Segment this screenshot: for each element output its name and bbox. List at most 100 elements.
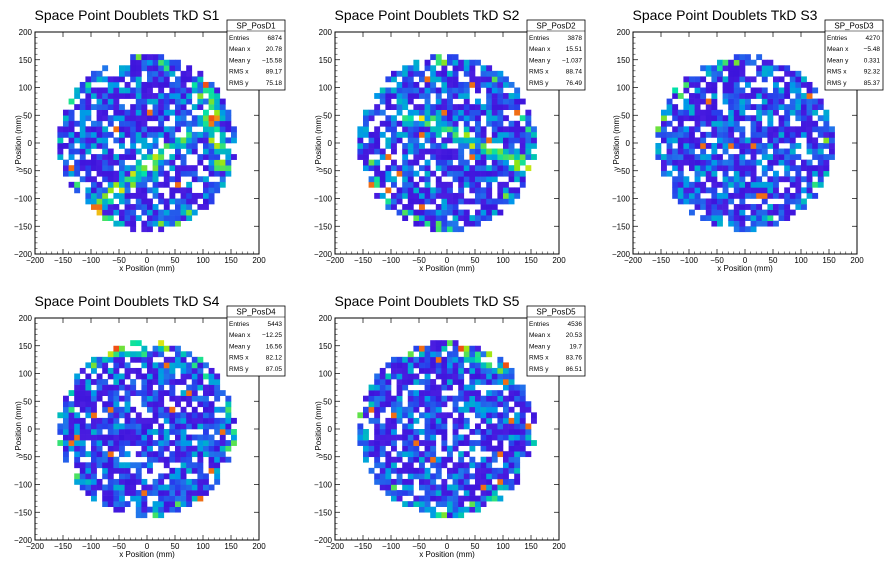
histogram-bin [402, 98, 409, 105]
histogram-bin [169, 70, 176, 77]
histogram-bin [402, 165, 409, 172]
histogram-bin [503, 154, 509, 160]
histogram-bin [368, 143, 375, 149]
histogram-bin [107, 176, 114, 183]
histogram-bin [85, 478, 92, 485]
histogram-bin [85, 126, 92, 133]
histogram-bin [677, 115, 684, 122]
histogram-bin [391, 104, 397, 110]
histogram-bin [661, 109, 667, 116]
histogram-bin [463, 165, 470, 172]
histogram-bin [475, 423, 481, 430]
stats-label: RMS x [529, 69, 549, 76]
histogram-bin [435, 204, 442, 210]
histogram-bin [531, 154, 537, 160]
histogram-bin [789, 198, 796, 205]
histogram-bin [717, 220, 723, 227]
histogram-bin [458, 170, 465, 177]
histogram-bin [475, 115, 481, 122]
histogram-bin [214, 126, 221, 133]
histogram-bin [728, 59, 735, 66]
histogram-bin [385, 76, 392, 83]
histogram-bin [407, 204, 414, 210]
histogram-bin [396, 209, 403, 216]
histogram-bin [197, 423, 204, 430]
histogram-bin [379, 170, 386, 177]
histogram-bin [441, 137, 448, 144]
histogram-bin [357, 126, 364, 133]
histogram-bin [102, 484, 109, 491]
y-tick-label: 200 [19, 314, 33, 323]
histogram-bin [130, 226, 137, 233]
histogram-bin [761, 165, 768, 172]
histogram-bin [419, 115, 425, 122]
histogram-bin [130, 423, 137, 430]
histogram-bin [491, 373, 498, 380]
histogram-bin [113, 98, 120, 105]
histogram-bin [379, 462, 386, 469]
histogram-bin [514, 93, 521, 99]
histogram-bin [91, 423, 97, 430]
histogram-bin [435, 115, 442, 122]
histogram-bin [711, 176, 718, 183]
histogram-bin [147, 490, 153, 496]
y-tick-label: −50 [318, 167, 332, 176]
histogram-bin [74, 401, 81, 408]
histogram-bin [135, 120, 142, 127]
stats-label: RMS y [529, 366, 549, 373]
histogram-bin [424, 356, 431, 363]
histogram-bin [102, 165, 109, 172]
histogram-bin [102, 440, 109, 446]
histogram-bin [458, 81, 465, 88]
histogram-bin [413, 170, 420, 177]
y-tick-label: −100 [14, 481, 33, 490]
histogram-bin [458, 456, 465, 463]
histogram-bin [163, 65, 170, 72]
histogram-bin [469, 484, 476, 491]
histogram-bin [158, 120, 165, 127]
histogram-bin [447, 170, 453, 177]
histogram-bin [385, 384, 392, 391]
histogram-bin [475, 181, 481, 188]
y-tick-label: −150 [314, 508, 333, 517]
histogram-bin [508, 198, 515, 205]
histogram-bin [208, 445, 215, 452]
histogram-bin [475, 406, 481, 413]
histogram-bin [402, 429, 409, 435]
histogram-bin [475, 220, 481, 227]
histogram-bin [419, 109, 425, 116]
histogram-bin [739, 93, 746, 99]
histogram-bin [784, 70, 791, 77]
histogram-bin [447, 154, 453, 160]
histogram-bin [812, 192, 819, 199]
histogram-bin [812, 87, 819, 94]
histogram-bin [175, 109, 181, 116]
histogram-bin [163, 143, 170, 149]
histogram-bin [801, 109, 807, 116]
histogram-bin [486, 395, 493, 402]
histogram-bin [722, 76, 729, 83]
histogram-bin [447, 115, 453, 122]
stats-value: 4270 [866, 35, 881, 42]
histogram-bin [180, 356, 187, 363]
histogram-bin [761, 131, 768, 138]
histogram-bin [197, 356, 204, 363]
histogram-bin [124, 109, 131, 116]
histogram-bin [475, 104, 481, 110]
histogram-bin [141, 384, 148, 391]
histogram-bin [430, 362, 437, 369]
histogram-bin [141, 65, 148, 72]
histogram-bin [169, 478, 176, 485]
histogram-bin [514, 456, 521, 463]
stats-label: Entries [229, 35, 250, 42]
histogram-bin [152, 93, 159, 99]
histogram-bin [447, 456, 453, 463]
histogram-bin [666, 109, 673, 116]
histogram-bin [158, 340, 165, 347]
histogram-bin [756, 65, 763, 72]
histogram-bin [391, 467, 397, 474]
histogram-bin [163, 204, 170, 210]
histogram-bin [717, 209, 723, 216]
histogram-bin [689, 76, 695, 83]
histogram-bin [402, 93, 409, 99]
